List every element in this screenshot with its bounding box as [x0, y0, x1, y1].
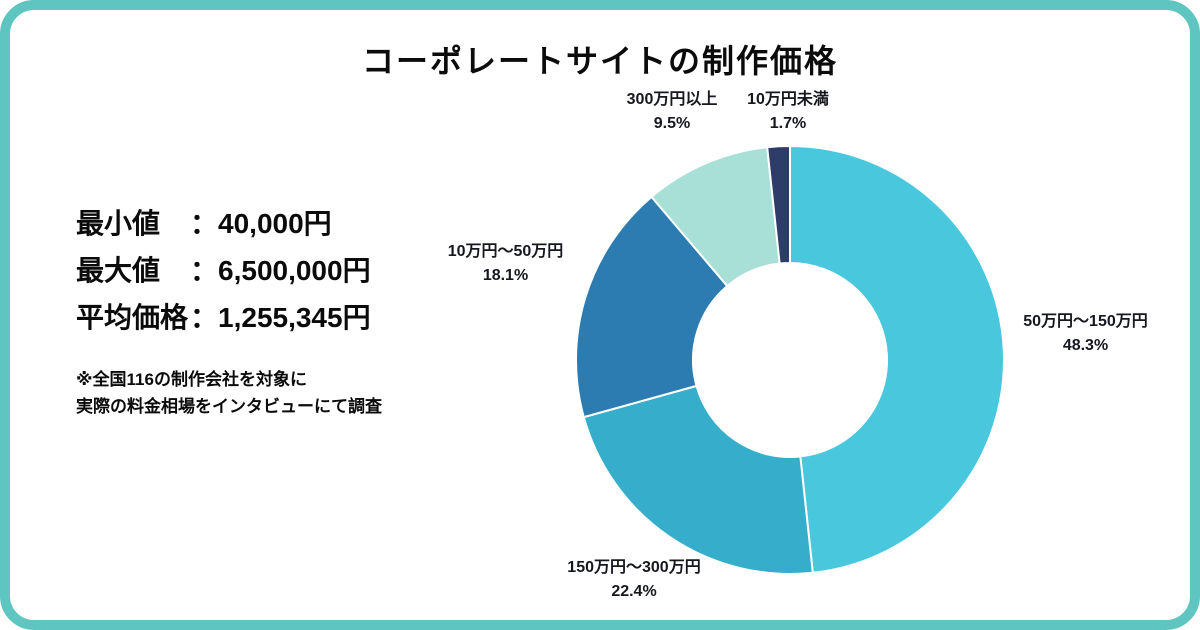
- stat-colon: ：: [190, 302, 219, 333]
- stat-label-max: 最大値: [76, 255, 161, 286]
- chart-label-name: 50万円〜150万円: [1023, 313, 1148, 330]
- chart-label-name: 10万円〜50万円: [447, 243, 564, 260]
- chart-label-pct: 1.7%: [769, 115, 807, 132]
- stat-row-average: 平均価格： 1,255,345円: [76, 294, 371, 341]
- page-title: コーポレートサイトの制作価格: [361, 43, 838, 79]
- chart-label-pct: 22.4%: [611, 583, 657, 600]
- stats-block: 最小値： 40,000円 最大値： 6,500,000円 平均価格： 1,255,34…: [76, 200, 371, 341]
- chart-label-name: 150万円〜300万円: [567, 559, 701, 576]
- survey-note-line2: 実際の料金相場をインタビューにて調査: [76, 397, 382, 416]
- donut-slice: [789, 144, 1005, 574]
- donut-chart-svg: [575, 144, 1005, 575]
- donut-chart: [565, 135, 1015, 585]
- stat-value-average: 1,255,345円: [218, 302, 371, 333]
- chart-label-pct: 9.5%: [653, 115, 691, 132]
- stat-row-min: 最小値 ： 40,000円: [76, 200, 371, 247]
- chart-label-name: 10万円未満: [747, 91, 829, 108]
- survey-note: ※全国116の制作会社を対象に 実際の料金相場をインタビューにて調査: [76, 366, 382, 420]
- stat-value-min: 40,000円: [218, 208, 332, 239]
- donut-slice: [582, 384, 814, 575]
- chart-label-pct: 48.3%: [1062, 337, 1109, 354]
- chart-label-10-to-50: 10万円〜50万円 18.1%: [418, 240, 593, 288]
- chart-label-50-to-150: 50万円〜150万円 48.3%: [998, 310, 1173, 358]
- stat-row-max: 最大値 ： 6,500,000円: [76, 247, 371, 294]
- donut-slice: [766, 144, 791, 265]
- stat-colon: ：: [190, 255, 219, 286]
- chart-label-under-10: 10万円未満 1.7%: [718, 88, 858, 136]
- chart-label-name: 300万円以上: [626, 91, 718, 108]
- stat-label-average: 平均価格: [76, 302, 189, 333]
- donut-slice: [575, 195, 729, 419]
- chart-label-over-300: 300万円以上 9.5%: [588, 88, 756, 136]
- stat-value-max: 6,500,000円: [218, 255, 371, 286]
- stat-label-min: 最小値: [76, 208, 161, 239]
- chart-label-150-to-300: 150万円〜300万円 22.4%: [543, 556, 725, 604]
- chart-label-pct: 18.1%: [482, 267, 529, 284]
- survey-note-line1: ※全国116の制作会社を対象に: [76, 370, 307, 389]
- stat-colon: ：: [190, 208, 219, 239]
